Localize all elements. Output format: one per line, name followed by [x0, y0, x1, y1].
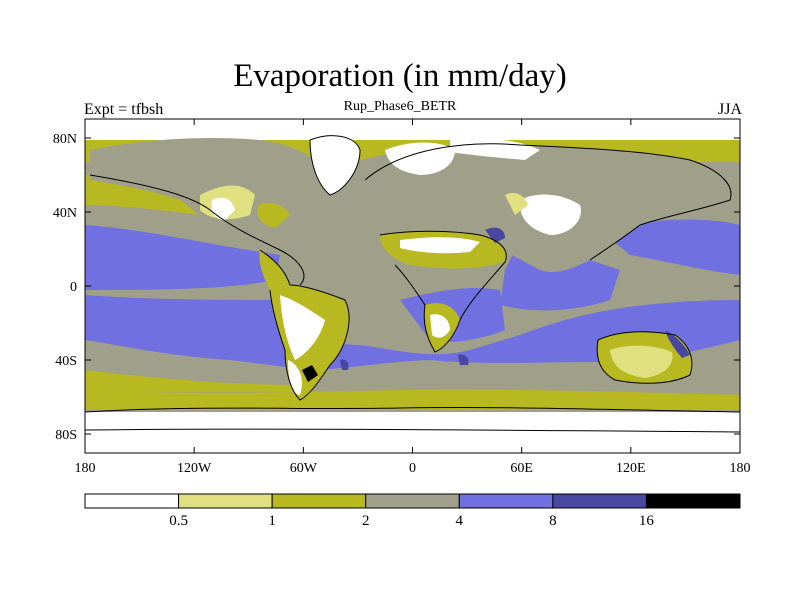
x-tick-label: 120W — [177, 461, 212, 476]
x-tick-label: 60W — [290, 461, 318, 476]
y-axis: 80N 40N 0 40S 80S — [53, 132, 740, 443]
y-tick-label: 80S — [55, 428, 77, 443]
map-title: Evaporation (in mm/day) — [233, 58, 567, 94]
colorbar-box — [84, 493, 180, 509]
x-tick-label: 60E — [510, 461, 533, 476]
map-field — [85, 119, 740, 453]
colorbar-label: 4 — [456, 513, 464, 529]
coastlines — [85, 135, 740, 433]
colorbar-label: 8 — [549, 513, 557, 529]
colorbar-box — [552, 493, 647, 509]
x-tick-label: 0 — [409, 461, 416, 476]
colorbar-box — [458, 493, 554, 509]
colorbar-box — [178, 493, 273, 509]
colorbar-label: 2 — [362, 513, 370, 529]
experiment-label: Expt = tfbsh — [84, 101, 164, 118]
run-label: Rup_Phase6_BETR — [343, 99, 457, 114]
colorbar-label: 16 — [639, 513, 655, 529]
colorbar: 0.5 1 2 4 8 16 — [84, 493, 741, 529]
y-tick-label: 80N — [53, 132, 77, 147]
colorbar-box — [365, 493, 460, 509]
x-tick-label: 120E — [616, 461, 646, 476]
colorbar-box — [271, 493, 367, 509]
colorbar-label: 1 — [268, 513, 276, 529]
y-tick-label: 40S — [55, 354, 77, 369]
season-label: JJA — [717, 101, 742, 118]
y-tick-label: 0 — [70, 280, 77, 295]
colorbar-box — [645, 493, 741, 509]
x-tick-label: 180 — [75, 461, 96, 476]
x-tick-label: 180 — [730, 461, 751, 476]
y-tick-label: 40N — [53, 206, 77, 221]
x-axis: 180 120W 60W 0 60E 120E 180 — [75, 119, 751, 476]
colorbar-label: 0.5 — [169, 513, 188, 529]
